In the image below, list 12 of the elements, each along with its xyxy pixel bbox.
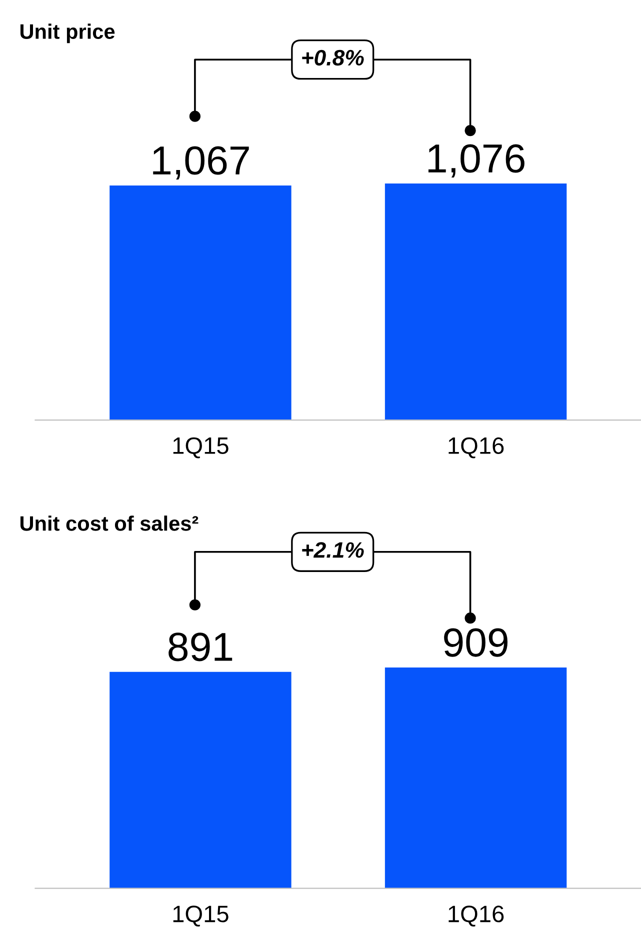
text: +0.8% <box>302 50 364 66</box>
x-tick-label: 1Q15 <box>173 906 228 927</box>
x-tick-label: 1Q16 <box>448 437 504 458</box>
chart-title: Unit cost of sales² <box>20 516 198 531</box>
data-label: 909 <box>444 628 508 657</box>
x-tick-label: 1Q15 <box>173 437 228 458</box>
data-label: 1,076 <box>428 144 524 178</box>
text: +2.1% <box>302 542 364 558</box>
chart-title: Unit price <box>20 24 115 44</box>
x-tick-label: 1Q16 <box>448 906 504 927</box>
data-label: 891 <box>168 632 232 662</box>
data-label: 1,067 <box>153 146 249 180</box>
